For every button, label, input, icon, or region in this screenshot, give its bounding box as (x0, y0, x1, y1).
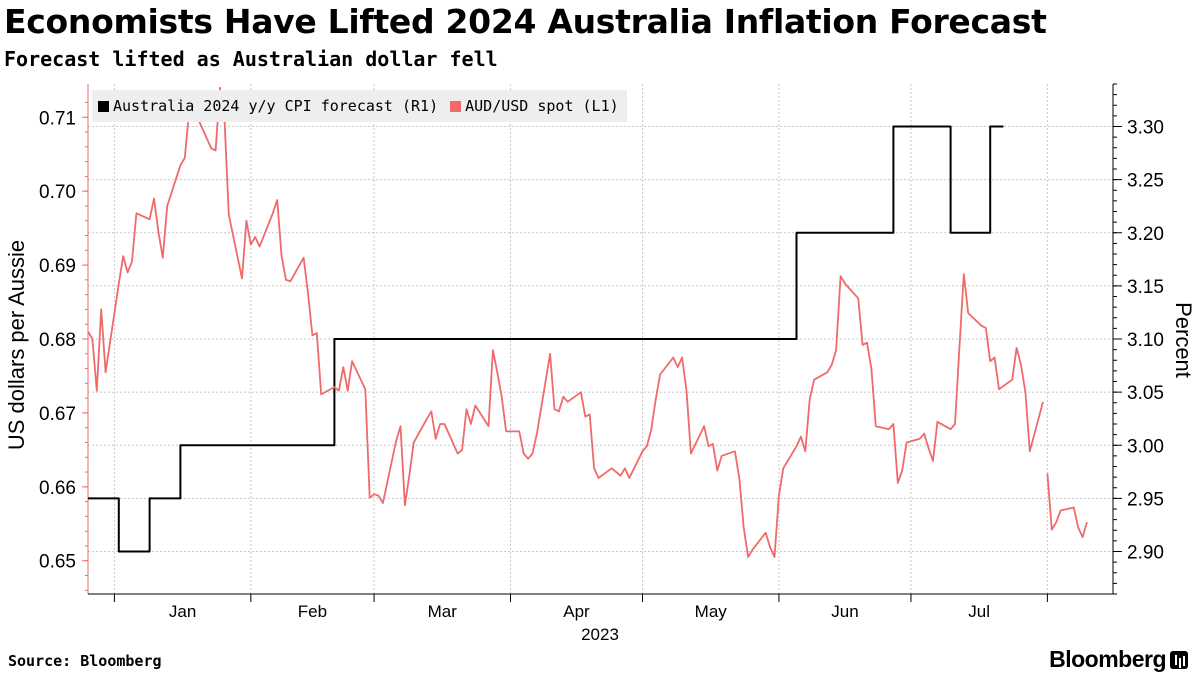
y-axis-label-left: US dollars per Aussie (4, 240, 29, 450)
tick-label-x: Jan (169, 602, 196, 621)
tick-label-left: 0.70 (39, 182, 76, 203)
x-axis-year-label: 2023 (581, 625, 619, 644)
tick-label-left: 0.67 (39, 404, 76, 425)
tick-label-x: Apr (563, 602, 590, 621)
tick-label-right: 3.00 (1127, 436, 1164, 457)
bloomberg-terminal-icon (1170, 650, 1188, 669)
tick-label-left: 0.69 (39, 256, 76, 277)
tick-label-right: 2.95 (1127, 489, 1164, 510)
axes: 2.90 2.95 3.00 3.05 3.10 3.15 3.20 3.25 3.30 0.65… (39, 83, 1164, 621)
tick-label-x: Jul (968, 602, 990, 621)
series-lines (87, 86, 1088, 558)
brand-logo: Bloomberg (1049, 646, 1188, 673)
series-line-aud-usd (1046, 473, 1088, 538)
tick-label-left: 0.68 (39, 330, 76, 351)
tick-label-left: 0.71 (39, 108, 76, 129)
tick-label-left: 0.65 (39, 552, 76, 573)
grid-lines (88, 84, 1113, 594)
tick-label-x: Mar (428, 602, 458, 621)
tick-label-right: 3.05 (1127, 383, 1164, 404)
tick-label-right: 3.25 (1127, 171, 1164, 192)
tick-label-right: 3.30 (1127, 118, 1164, 139)
tick-label-x: Feb (298, 602, 327, 621)
legend-swatch-aud (450, 100, 462, 112)
tick-label-left: 0.66 (39, 478, 76, 499)
brand-wordmark: Bloomberg (1049, 646, 1166, 672)
chart-title: Economists Have Lifted 2024 Australia In… (4, 2, 1047, 41)
tick-label-right: 3.20 (1127, 224, 1164, 245)
tick-label-right: 3.10 (1127, 330, 1164, 351)
legend-label-cpi: Australia 2024 y/y CPI forecast (R1) (113, 97, 439, 115)
y-axis-label-right: Percent (1171, 302, 1196, 378)
legend-item-aud: AUD/USD spot (L1) (450, 97, 619, 115)
chart-legend: Australia 2024 y/y CPI forecast (R1) AUD… (92, 90, 627, 122)
chart-subtitle: Forecast lifted as Australian dollar fel… (4, 47, 498, 71)
tick-label-x: May (695, 602, 728, 621)
legend-item-cpi: Australia 2024 y/y CPI forecast (R1) (98, 97, 438, 115)
series-line-cpi-forecast (88, 125, 1004, 553)
series-line-aud-usd (87, 86, 1044, 558)
tick-label-right: 3.15 (1127, 277, 1164, 298)
source-note: Source: Bloomberg (8, 652, 162, 670)
tick-label-right: 2.90 (1127, 543, 1164, 564)
tick-label-x: Jun (831, 602, 858, 621)
legend-swatch-cpi (98, 100, 109, 112)
legend-label-aud: AUD/USD spot (L1) (465, 97, 619, 115)
